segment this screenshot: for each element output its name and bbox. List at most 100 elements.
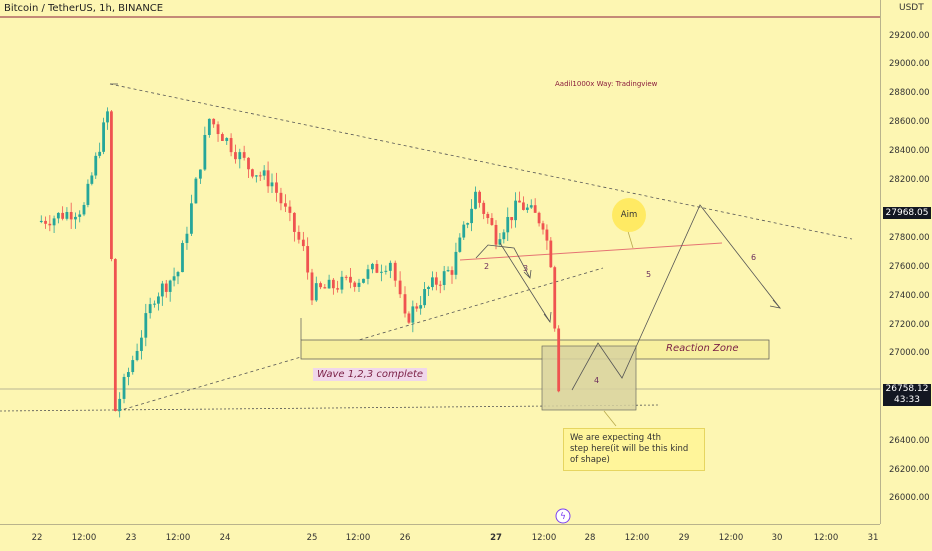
candle-body: [490, 218, 494, 225]
candle-body: [225, 138, 229, 141]
candle-body: [190, 203, 193, 234]
countdown-badge: 43:33: [883, 395, 931, 406]
time-axis[interactable]: 22 12:00 23 12:00 24 25 12:00 26 27 12:0…: [0, 524, 880, 551]
candle-body: [90, 175, 94, 184]
candle-body: [113, 259, 117, 411]
candle-body: [292, 212, 296, 232]
candle-body: [185, 233, 189, 243]
candle-body: [126, 372, 130, 377]
flash-icon[interactable]: [555, 508, 571, 524]
y-tick: 29200.00: [889, 31, 930, 41]
x-tick: 27: [490, 533, 502, 543]
candle-body: [82, 204, 86, 215]
candle-body: [344, 276, 348, 278]
candle-body: [474, 191, 477, 209]
candle-body: [450, 270, 454, 275]
candle-body: [94, 155, 98, 176]
candle-body: [349, 276, 352, 283]
candle-body: [427, 287, 430, 290]
candle-body: [69, 212, 73, 220]
y-tick: 28800.00: [889, 88, 930, 98]
candle-body: [110, 111, 113, 260]
candle-body: [434, 277, 438, 285]
candle-body: [229, 138, 233, 153]
candle-body: [375, 263, 379, 273]
candle-body: [288, 206, 292, 213]
candle-body: [323, 287, 327, 289]
y-tick: 26000.00: [889, 493, 930, 503]
candle-body: [419, 305, 423, 309]
candle-body: [438, 284, 442, 286]
wave-complete-label: Wave 1,2,3 complete: [313, 368, 428, 381]
candle-body: [160, 283, 164, 297]
y-tick: 28400.00: [889, 146, 930, 156]
candle-body: [458, 237, 462, 252]
x-tick: 24: [219, 533, 231, 543]
x-tick: 22: [31, 533, 43, 543]
x-tick: 31: [867, 533, 879, 543]
candle-body: [388, 262, 392, 271]
candle-body: [403, 294, 407, 314]
unit-label: USDT: [899, 3, 924, 13]
last-price-badge: 26758.12: [883, 384, 931, 395]
candle-body: [65, 212, 69, 219]
y-tick: 28600.00: [889, 117, 930, 127]
candle-body: [258, 175, 262, 177]
wave-label-3: 3: [523, 264, 529, 273]
candle-body: [541, 223, 545, 230]
candle-body: [176, 272, 180, 277]
candle-body: [498, 239, 502, 245]
candle-body: [384, 270, 388, 272]
candle-body: [310, 272, 314, 301]
candle-body: [462, 224, 466, 238]
candle-body: [106, 111, 109, 123]
candle-body: [327, 279, 331, 289]
resistance-line: [459, 242, 723, 261]
x-tick: 12:00: [718, 533, 744, 543]
reaction-zone[interactable]: [300, 339, 770, 360]
candle-body: [251, 169, 254, 177]
price-chart[interactable]: ϟ: [0, 0, 880, 524]
candle-body: [279, 192, 283, 204]
candle-body: [502, 232, 506, 240]
candle-body: [319, 283, 322, 288]
candle-body: [168, 280, 172, 292]
candle-body: [518, 200, 521, 203]
candle-body: [172, 276, 176, 281]
wave-label-5: 5: [646, 270, 652, 279]
x-tick: 12:00: [345, 533, 371, 543]
x-tick: 12:00: [165, 533, 191, 543]
candle-body: [522, 202, 525, 210]
candle-body: [371, 263, 374, 270]
candle-body: [153, 303, 156, 305]
candle-body: [212, 118, 216, 125]
price-axis[interactable]: USDT 29200.00 29000.00 28800.00 28600.00…: [880, 0, 932, 524]
marked-price-badge: 27968.05: [883, 207, 931, 219]
candle-body: [379, 271, 383, 273]
candle-body: [56, 212, 60, 219]
candle-body: [466, 223, 470, 225]
aim-bubble[interactable]: Aim: [612, 198, 646, 232]
candle-body: [529, 205, 533, 208]
candle-body: [270, 182, 274, 187]
expectation-note: We are expecting 4th step here(it will b…: [563, 428, 705, 471]
candle-body: [446, 270, 450, 272]
candle-body: [442, 271, 446, 285]
y-tick: 27400.00: [889, 291, 930, 301]
y-tick: 27600.00: [889, 262, 930, 272]
candle-body: [234, 152, 237, 160]
candle-body: [494, 224, 498, 245]
x-tick: 23: [125, 533, 137, 543]
candle-body: [203, 134, 207, 170]
candle-body: [510, 217, 514, 221]
candle-body: [407, 313, 411, 323]
upper-trendline: [109, 83, 853, 240]
lower-trendline: [117, 267, 604, 412]
chart-title: Bitcoin / TetherUS, 1h, BINANCE: [4, 3, 164, 14]
x-tick: 12:00: [531, 533, 557, 543]
candle-body: [48, 223, 52, 226]
candle-body: [393, 262, 397, 281]
candle-body: [301, 239, 305, 247]
wave-label-6: 6: [751, 253, 757, 262]
candle-body: [207, 118, 211, 135]
